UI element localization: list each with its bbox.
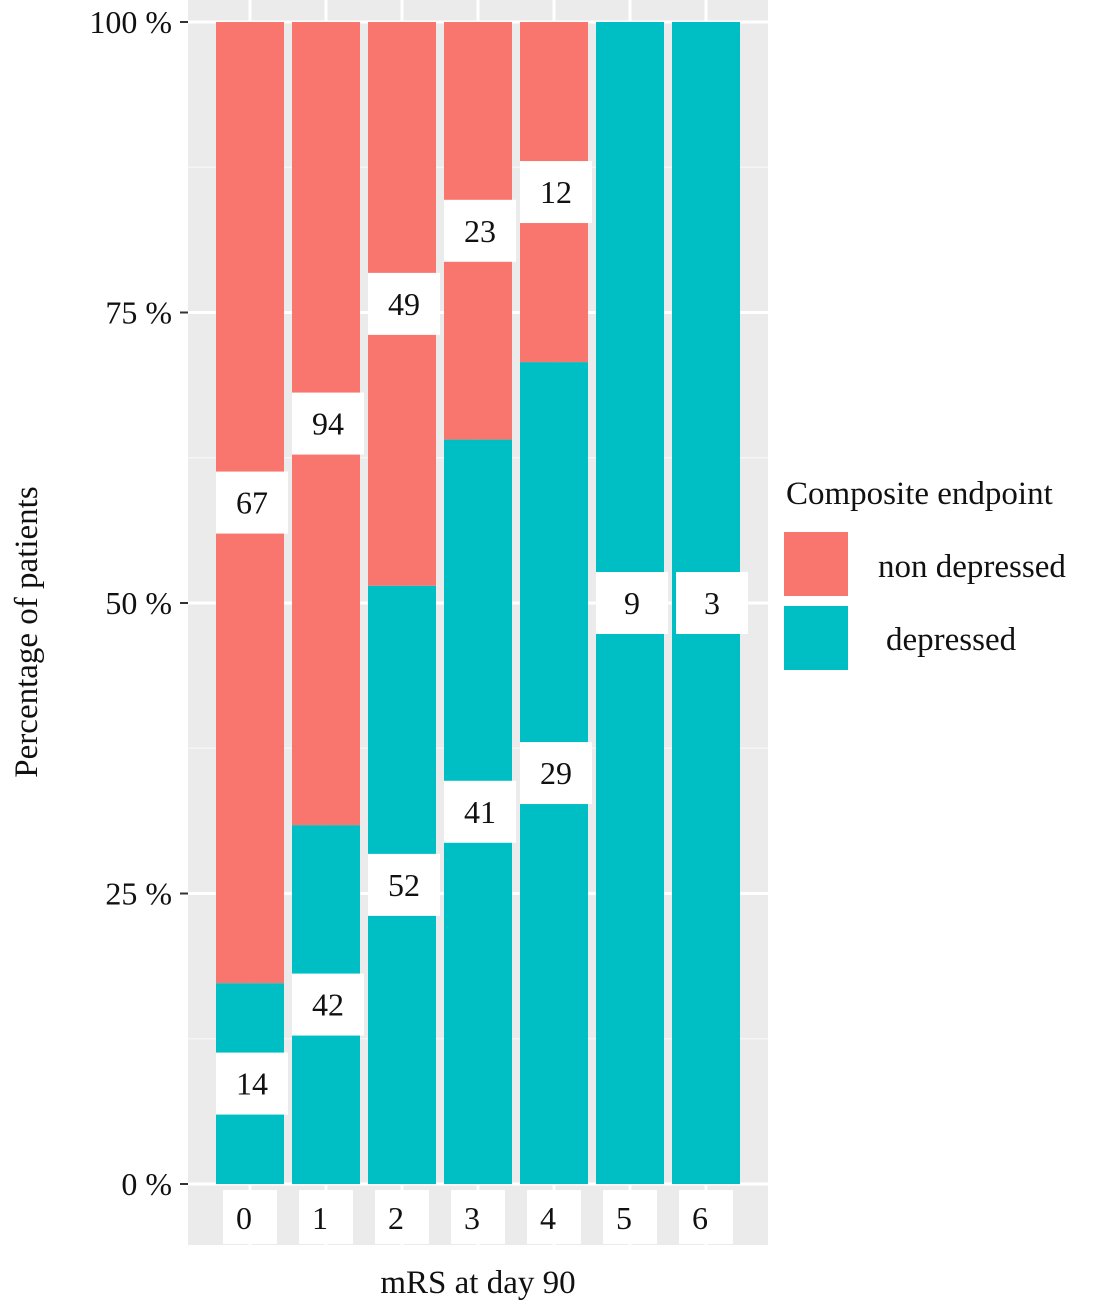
count-non-depressed-0-label-box <box>216 471 288 534</box>
count-depressed-2-label: 52 <box>388 867 420 903</box>
x-tick-box <box>679 1190 733 1244</box>
count-depressed-4-label: 29 <box>540 755 572 791</box>
y-tick-label: 100 % <box>89 4 172 40</box>
x-tick-box <box>223 1190 277 1244</box>
y-axis: 0 % 25 % 50 % 75 % 100 % <box>89 4 188 1202</box>
count-depressed-3-label-box <box>444 780 516 843</box>
count-labels: 67 14 94 42 49 52 23 41 12 29 9 3 <box>216 161 748 1115</box>
legend-key-non-depressed <box>784 532 848 596</box>
x-tick-label: 2 <box>388 1200 404 1236</box>
count-non-depressed-2-label-box <box>368 272 440 335</box>
legend-label-non-depressed: non depressed <box>878 549 1066 585</box>
x-tick-box <box>527 1190 581 1244</box>
x-axis: 0 1 2 3 4 5 6 <box>223 1190 733 1244</box>
legend-label-depressed: depressed <box>886 622 1017 658</box>
x-tick-label: 6 <box>692 1200 708 1236</box>
count-non-depressed-3-label-box <box>444 199 516 262</box>
y-tick-label: 50 % <box>105 585 172 621</box>
x-tick-label: 0 <box>236 1200 252 1236</box>
count-depressed-1-label: 42 <box>312 987 344 1023</box>
legend-key-depressed <box>784 606 848 670</box>
count-non-depressed-3-label: 23 <box>464 213 496 249</box>
count-depressed-0-label: 14 <box>236 1066 268 1102</box>
legend: Composite endpoint non depressed depresse… <box>784 476 1066 670</box>
y-tick-label: 75 % <box>105 295 172 331</box>
x-tick-label: 4 <box>540 1200 556 1236</box>
count-depressed-6-label-box <box>676 572 748 634</box>
count-depressed-5-label-box <box>596 572 668 634</box>
legend-title: Composite endpoint <box>786 476 1053 512</box>
y-axis-title: Percentage of patients <box>9 486 45 777</box>
x-tick-label: 5 <box>616 1200 632 1236</box>
count-non-depressed-1-label: 94 <box>312 406 344 442</box>
x-tick-label: 3 <box>464 1200 480 1236</box>
count-depressed-5-label: 9 <box>624 585 640 621</box>
count-depressed-0-label-box <box>216 1052 288 1115</box>
count-non-depressed-0-label: 67 <box>236 485 268 521</box>
x-tick-box <box>299 1190 353 1244</box>
count-non-depressed-1-label-box <box>292 392 364 455</box>
x-tick-box <box>603 1190 657 1244</box>
x-tick-box <box>375 1190 429 1244</box>
count-depressed-6-label: 3 <box>704 585 720 621</box>
count-depressed-1-label-box <box>292 973 364 1036</box>
x-tick-box <box>451 1190 505 1244</box>
y-tick-label: 0 % <box>121 1166 172 1202</box>
count-depressed-2-label-box <box>368 853 440 916</box>
count-non-depressed-2-label: 49 <box>388 286 420 322</box>
x-axis-title: mRS at day 90 <box>380 1265 575 1301</box>
y-tick-label: 25 % <box>105 876 172 912</box>
count-depressed-4-label-box <box>520 742 592 805</box>
count-depressed-3-label: 41 <box>464 794 496 830</box>
count-non-depressed-4-label: 12 <box>540 174 572 210</box>
count-non-depressed-4-label-box <box>520 161 592 224</box>
x-tick-label: 1 <box>312 1200 328 1236</box>
